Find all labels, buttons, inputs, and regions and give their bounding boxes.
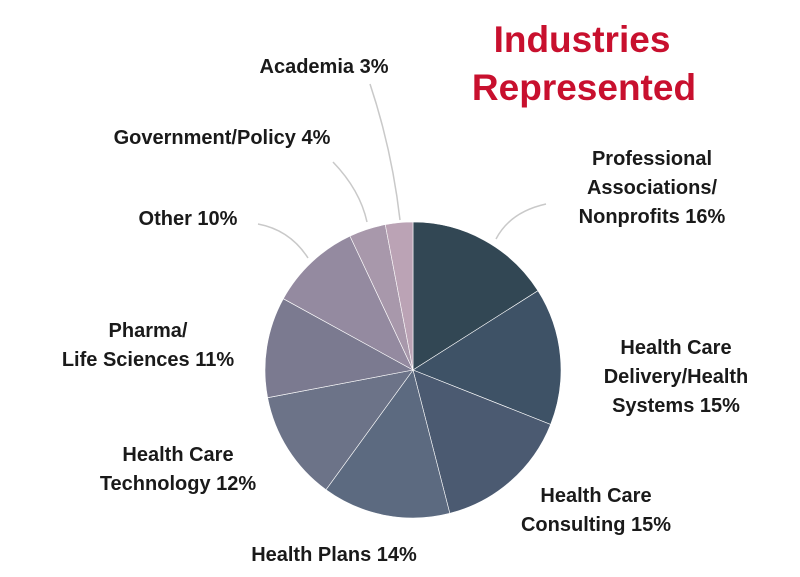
slice-label-0-line-1: Associations/ — [587, 177, 717, 199]
slice-label-5-line-0: Pharma/ — [109, 320, 188, 342]
pie-slice-8 — [384, 221, 414, 371]
pie-slice-5 — [264, 298, 414, 399]
slice-label-6-line-0: Other 10% — [139, 208, 238, 230]
slice-label-8: Academia 3% — [260, 56, 389, 78]
slice-label-0-line-2: Nonprofits 16% — [579, 206, 726, 228]
slice-labels: Professional Associations/Nonprofits 16% H… — [62, 56, 748, 566]
slice-label-4-line-0: Health Care — [122, 444, 233, 466]
slice-label-7: Government/Policy 4% — [114, 127, 331, 149]
slice-label-6: Other 10% — [139, 208, 238, 230]
slice-label-7-line-0: Government/Policy 4% — [114, 127, 331, 149]
slice-label-2: Health Care Consulting 15% — [521, 485, 671, 536]
pie-slice-2 — [412, 369, 551, 514]
chart-title-line-1: Industries — [494, 19, 671, 60]
slice-label-0-line-0: Professional — [592, 148, 712, 170]
slice-label-4-line-1: Technology 12% — [100, 473, 257, 495]
slice-label-3-line-0: Health Plans 14% — [251, 544, 417, 566]
slice-label-2-line-0: Health Care — [540, 485, 651, 507]
slice-label-1-line-0: Health Care — [620, 337, 731, 359]
leader-line-7 — [332, 161, 368, 223]
leader-lines — [257, 83, 547, 259]
pie-slice-0 — [412, 221, 539, 371]
slice-label-4: Health Care Technology 12% — [100, 444, 257, 495]
leader-line-0 — [495, 203, 547, 240]
leader-line-6 — [257, 223, 309, 259]
slice-label-1-line-1: Delivery/Health — [604, 366, 749, 388]
chart-title-line-2: Represented — [472, 67, 696, 108]
slice-label-5-line-1: Life Sciences 11% — [62, 349, 235, 371]
slice-label-0: Professional Associations/Nonprofits 16% — [579, 148, 726, 228]
slice-label-3: Health Plans 14% — [251, 544, 417, 566]
pie-slice-1 — [412, 290, 562, 425]
pie-slice-6 — [282, 235, 414, 371]
chart-title: Industries Represented — [472, 19, 696, 108]
pie-slice-4 — [267, 369, 414, 491]
slice-label-1: Health Care Delivery/Health Systems 15% — [604, 337, 749, 417]
pie-slice-3 — [325, 369, 451, 519]
slice-label-1-line-2: Systems 15% — [612, 395, 740, 417]
slice-label-5: Pharma/Life Sciences 11% — [62, 320, 235, 371]
slice-label-2-line-1: Consulting 15% — [521, 514, 671, 536]
pie-slices — [264, 221, 562, 519]
slice-label-8-line-0: Academia 3% — [260, 56, 389, 78]
leader-line-8 — [369, 83, 401, 221]
